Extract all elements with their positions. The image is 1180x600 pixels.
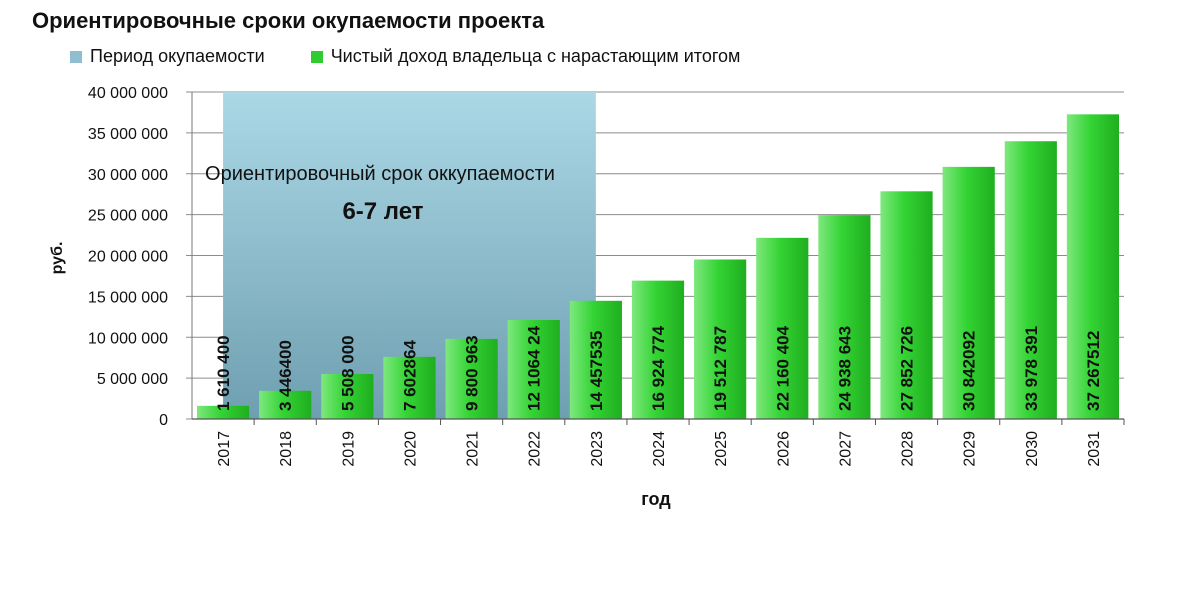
data-label-2028: 27 852 726: [898, 326, 917, 411]
y-tick-label: 40 000 000: [88, 85, 168, 102]
data-label-2026: 22 160 404: [773, 325, 792, 411]
y-tick-label: 25 000 000: [88, 208, 168, 225]
bar-2025: [694, 259, 747, 419]
x-tick-label-2026: 2026: [775, 431, 792, 467]
data-label-2021: 9 800 963: [463, 335, 482, 411]
data-label-2023: 14 457535: [587, 331, 606, 411]
bar-2023: [569, 300, 622, 419]
x-axis-title: год: [641, 489, 671, 509]
y-tick-label: 20 000 000: [88, 249, 168, 266]
data-label-2029: 30 842092: [960, 331, 979, 411]
data-label-2030: 33 978 391: [1022, 326, 1041, 411]
legend-item-income: Чистый доход владельца с нарастающим ито…: [310, 46, 741, 67]
x-tick-label-2019: 2019: [340, 431, 357, 467]
x-tick-label-2029: 2029: [962, 431, 979, 467]
annotation-line-1: Ориентировочный срок оккупаемости: [205, 163, 555, 185]
bar-2024: [631, 280, 685, 419]
axes: 0 5 000 000 10 000 000 15 000 000 20 000 000…: [88, 85, 1125, 467]
bar-2030: [1004, 141, 1057, 419]
data-labels: 1 610 400 3 446400 5 508 000 7 602864 9 800 …: [214, 325, 1103, 411]
x-tick-label-2028: 2028: [900, 431, 917, 467]
chart-legend: Период окупаемости Чистый доход владельц…: [70, 46, 786, 67]
x-tick-label-2017: 2017: [216, 431, 233, 467]
bar-2031: [1066, 114, 1120, 420]
bar-2021: [445, 338, 498, 419]
x-tick-label-2022: 2022: [527, 431, 544, 467]
data-label-2019: 5 508 000: [338, 335, 357, 411]
bar-2022: [507, 320, 560, 419]
data-label-2017: 1 610 400: [214, 335, 233, 411]
legend-label-income: Чистый доход владельца с нарастающим ито…: [330, 46, 741, 66]
annotation: Ориентировочный срок оккупаемости 6-7 ле…: [205, 163, 555, 225]
x-tick-label-2025: 2025: [713, 431, 730, 467]
bar-2017: [196, 405, 250, 419]
chart-title: Ориентировочные сроки окупаемости проект…: [32, 8, 545, 33]
x-tick-label-2024: 2024: [651, 431, 668, 467]
y-tick-label: 30 000 000: [88, 167, 168, 184]
data-label-2025: 19 512 787: [711, 326, 730, 411]
y-tick-label: 0: [159, 412, 168, 429]
x-tick-label-2027: 2027: [837, 431, 854, 467]
legend-item-period: Период окупаемости: [70, 46, 265, 67]
x-tick-label-2021: 2021: [465, 431, 482, 467]
bar-2019: [321, 373, 374, 419]
bar-2029: [942, 166, 995, 419]
x-tick-label-2023: 2023: [589, 431, 606, 467]
y-axis-title: руб.: [49, 242, 66, 275]
bar-2018: [259, 390, 312, 419]
legend-label-period: Период окупаемости: [90, 46, 265, 66]
annotation-line-2: 6-7 лет: [342, 198, 423, 225]
legend-swatch-period: [70, 50, 82, 63]
legend-swatch-income: [310, 50, 323, 63]
bar-2027: [818, 215, 871, 419]
x-tick-label-2020: 2020: [402, 431, 419, 467]
data-label-2022: 12 1064 24: [525, 325, 544, 411]
bar-2020: [383, 356, 436, 419]
x-tick-label-2031: 2031: [1086, 431, 1103, 467]
x-tick-label-2030: 2030: [1024, 431, 1041, 467]
y-tick-label: 5 000 000: [97, 371, 168, 388]
bar-2026: [756, 237, 809, 419]
data-label-2027: 24 938 643: [835, 326, 854, 411]
x-tick-label-2018: 2018: [278, 431, 295, 467]
y-tick-label: 15 000 000: [88, 289, 168, 306]
data-label-2018: 3 446400: [276, 340, 295, 411]
data-label-2031: 37 267512: [1084, 331, 1103, 411]
bars: [196, 114, 1120, 420]
bar-2028: [880, 191, 933, 419]
data-label-2020: 7 602864: [400, 340, 419, 411]
y-tick-label: 10 000 000: [88, 330, 168, 347]
y-tick-label: 35 000 000: [88, 126, 168, 143]
data-label-2024: 16 924 774: [649, 325, 668, 411]
